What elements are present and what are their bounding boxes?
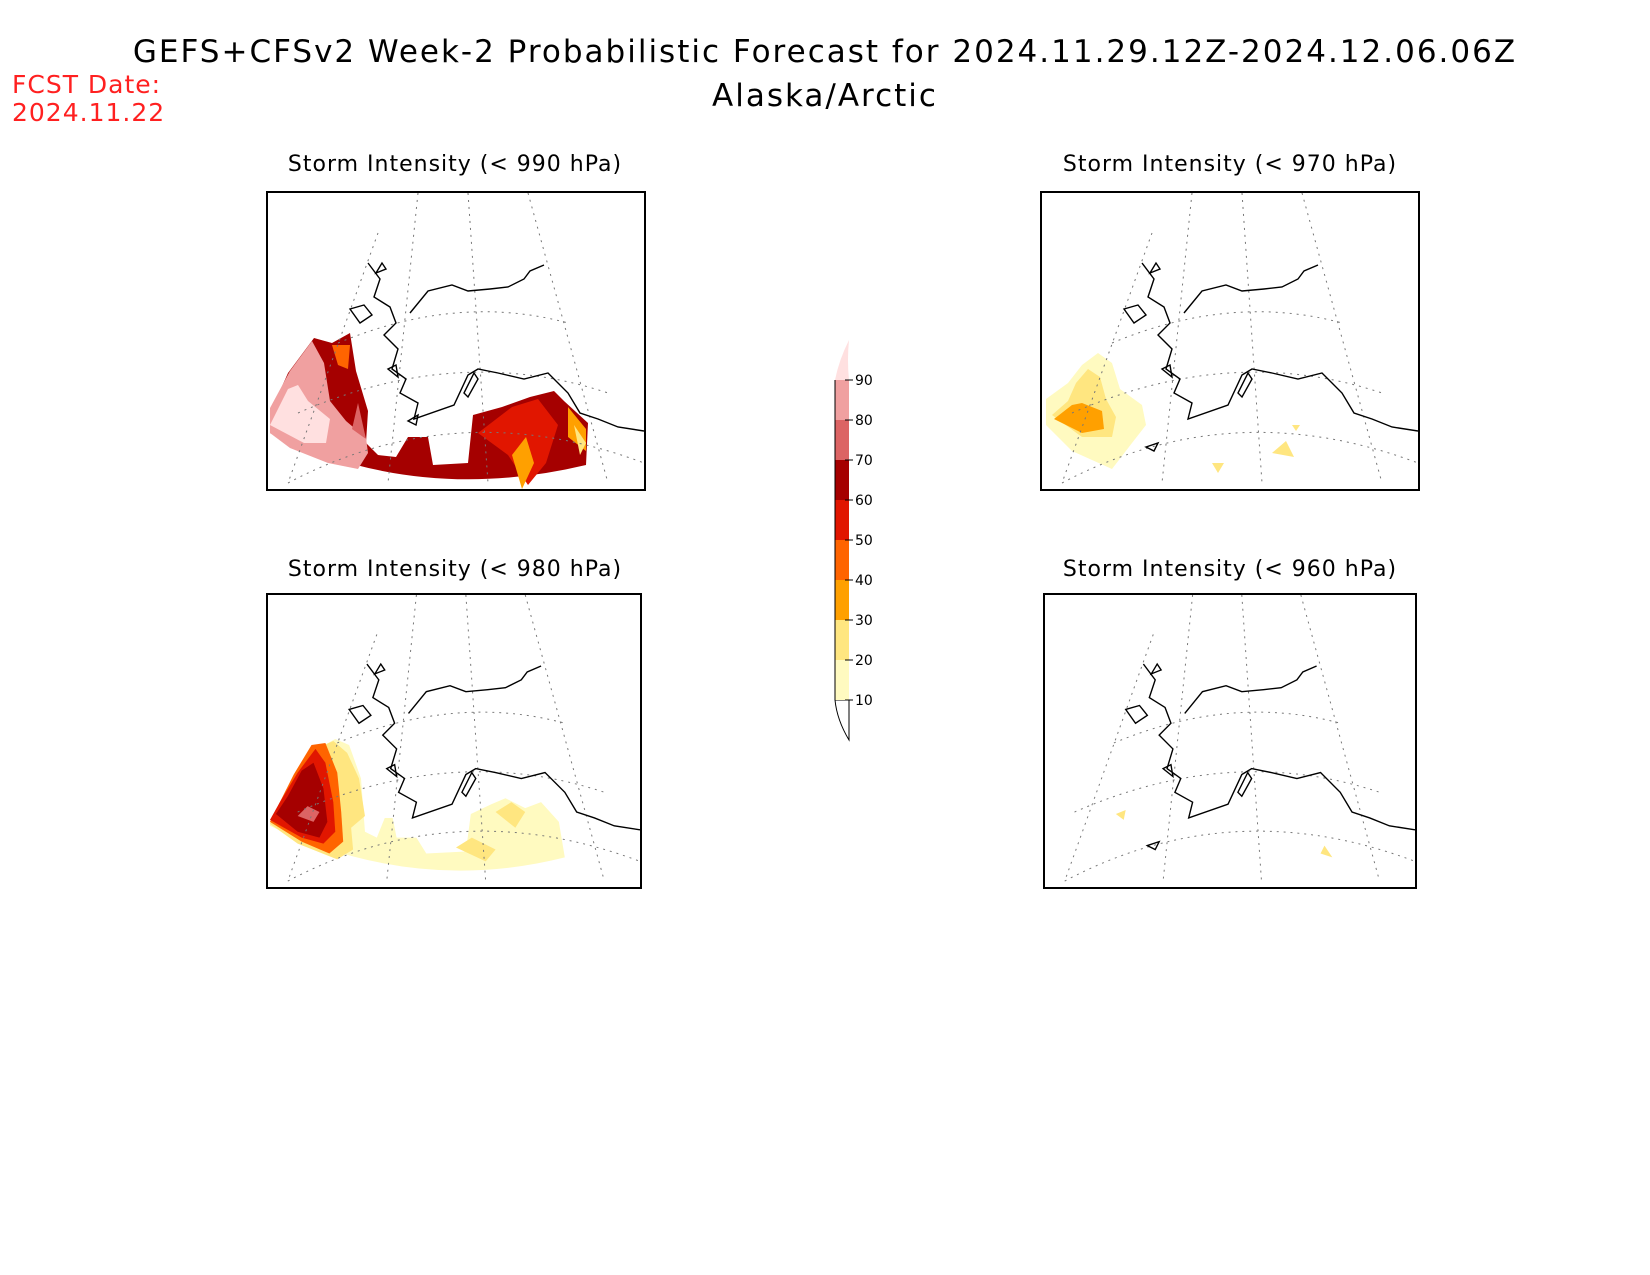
colorbar-segment [835,420,849,460]
probability-fill [270,333,588,489]
colorbar-tick-label: 20 [855,653,873,669]
map-panel-970 [1040,191,1420,491]
colorbar: 10 20 30 40 50 60 70 80 90 [834,340,873,742]
coastline [1122,261,1418,452]
colorbar-tick-label: 60 [855,493,873,509]
graticule [287,595,640,882]
colorbar-boxes [834,340,850,742]
colorbar-segment [835,660,849,700]
probability-fill [1046,353,1300,473]
colorbar-tick-label: 80 [855,413,873,429]
panel-title-990: Storm Intensity (< 990 hPa) [287,152,623,177]
colorbar-labels: 10 20 30 40 50 60 70 80 90 [845,373,873,709]
colorbar-segment [835,620,849,660]
colorbar-segment [835,380,849,420]
colorbar-segment [835,460,849,500]
probability-fill [1115,810,1333,858]
panel-title-980: Storm Intensity (< 980 hPa) [287,557,623,582]
colorbar-segment [835,540,849,580]
map-panel-990 [266,191,646,491]
colorbar-upper-tail [835,340,849,380]
colorbar-tick-label: 10 [855,693,873,709]
panel-title-960: Storm Intensity (< 960 hPa) [1062,557,1398,582]
forecast-date-label: FCST Date: [12,70,162,99]
colorbar-tick-label: 40 [855,573,873,589]
forecast-date-value: 2024.11.22 [12,98,166,127]
colorbar-tick-label: 50 [855,533,873,549]
coastline [348,261,644,432]
map-panel-960 [1043,593,1417,889]
panel-title-970: Storm Intensity (< 970 hPa) [1062,152,1398,177]
probability-fill [269,739,565,871]
graticule [1064,595,1415,882]
map-960 [1064,595,1415,882]
colorbar-tick-label: 30 [855,613,873,629]
colorbar-segment [835,580,849,620]
coastline [1124,662,1415,851]
graticule [1061,193,1418,484]
map-panel-980 [266,593,642,889]
colorbar-tick-label: 90 [855,373,873,389]
graticule [287,193,644,484]
main-title: GEFS+CFSv2 Week-2 Probabilistic Forecast… [132,34,1518,70]
region-subtitle: Alaska/Arctic [712,78,938,114]
colorbar-lower-tail [834,699,850,742]
coastline [347,662,640,831]
colorbar-tick-label: 70 [855,453,873,469]
colorbar-segment [835,500,849,540]
map-970 [1046,193,1418,484]
map-980 [269,595,640,882]
map-990 [270,193,644,489]
